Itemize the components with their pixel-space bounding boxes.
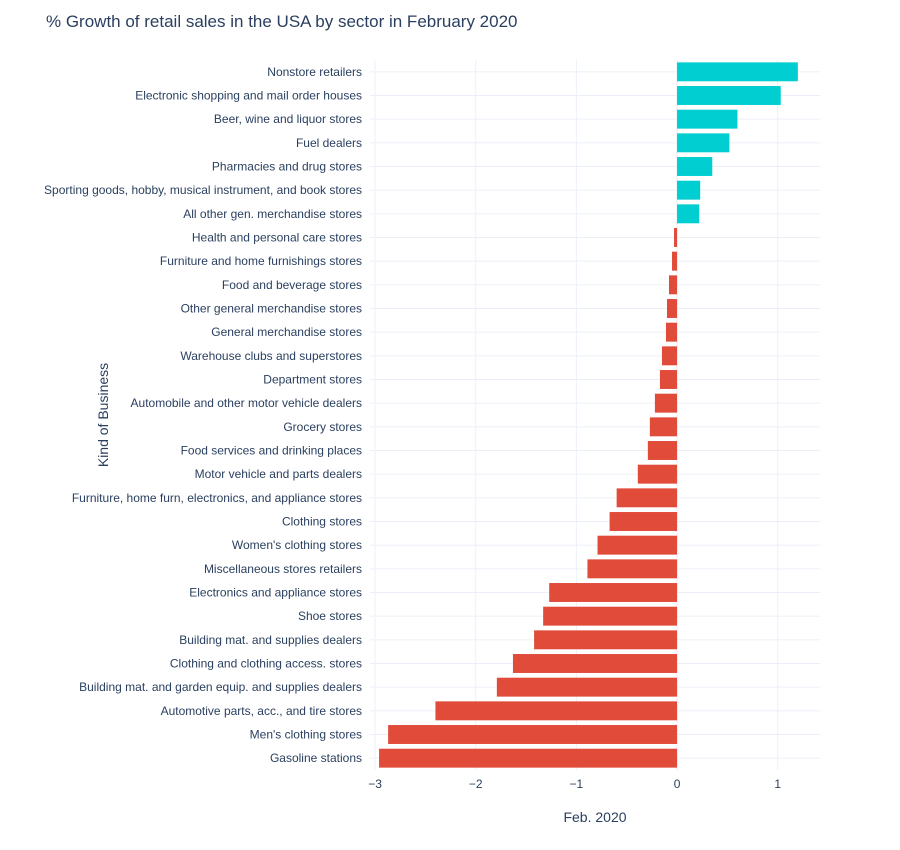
bar: [649, 417, 678, 437]
chart-title: % Growth of retail sales in the USA by s…: [46, 12, 518, 31]
bar: [672, 251, 678, 271]
y-tick-label: Warehouse clubs and superstores: [180, 349, 362, 363]
y-tick-label: Department stores: [263, 373, 362, 387]
y-tick-label: Automobile and other motor vehicle deale…: [131, 396, 362, 410]
bar: [654, 393, 678, 413]
x-tick-label: 1: [774, 777, 781, 791]
y-tick-label: Furniture and home furnishings stores: [160, 254, 362, 268]
bar: [534, 630, 678, 650]
y-tick-label: Motor vehicle and parts dealers: [195, 467, 362, 481]
y-tick-label: Clothing stores: [282, 515, 362, 529]
bar: [665, 322, 678, 342]
bar: [496, 677, 678, 697]
bar: [677, 133, 730, 153]
y-tick-label: Miscellaneous stores retailers: [204, 562, 362, 576]
bar: [677, 109, 738, 129]
bar: [666, 299, 678, 318]
y-tick-label: Sporting goods, hobby, musical instrumen…: [44, 183, 362, 197]
bar: [668, 275, 678, 295]
bar: [661, 346, 678, 366]
bar: [543, 606, 678, 626]
bar: [609, 512, 678, 531]
x-tick-label: −1: [570, 777, 584, 791]
bar: [677, 86, 781, 105]
y-tick-label: Men's clothing stores: [250, 728, 362, 742]
y-tick-label: Electronics and appliance stores: [189, 586, 362, 600]
bar: [587, 559, 678, 579]
bar: [647, 441, 678, 460]
bar: [379, 748, 678, 768]
y-tick-label: Shoe stores: [298, 609, 362, 623]
bar: [388, 725, 678, 744]
y-tick-label: All other gen. merchandise stores: [183, 207, 362, 221]
y-tick-label: Beer, wine and liquor stores: [214, 112, 362, 126]
y-tick-label: Automotive parts, acc., and tire stores: [161, 704, 362, 718]
y-tick-label: Gasoline stations: [270, 751, 362, 765]
y-tick-label: Building mat. and garden equip. and supp…: [79, 680, 362, 694]
bar: [616, 488, 678, 508]
bar: [637, 464, 678, 484]
bar: [659, 370, 678, 389]
y-tick-label: Building mat. and supplies dealers: [179, 633, 362, 647]
bar: [677, 180, 701, 200]
bar: [674, 228, 678, 247]
bar: [512, 654, 678, 673]
y-tick-label: Other general merchandise stores: [181, 302, 362, 316]
y-tick-label: Fuel dealers: [296, 136, 362, 150]
y-tick-label: Health and personal care stores: [192, 231, 362, 245]
y-tick-label: Furniture, home furn, electronics, and a…: [72, 491, 362, 505]
x-tick-label: 0: [674, 777, 681, 791]
y-tick-label: Women's clothing stores: [232, 538, 362, 552]
x-axis-title: Feb. 2020: [563, 809, 626, 825]
y-tick-label: Grocery stores: [283, 420, 362, 434]
bar: [677, 62, 798, 82]
y-tick-label: Electronic shopping and mail order house…: [135, 89, 362, 103]
y-tick-label: Food services and drinking places: [181, 444, 362, 458]
y-tick-label: General merchandise stores: [211, 325, 362, 339]
y-tick-label: Clothing and clothing access. stores: [170, 657, 362, 671]
bar: [677, 157, 713, 176]
y-tick-label: Nonstore retailers: [267, 65, 362, 79]
bar: [549, 583, 678, 602]
x-tick-label: −2: [469, 777, 483, 791]
bar: [677, 204, 700, 224]
y-tick-label: Food and beverage stores: [222, 278, 362, 292]
bar: [597, 535, 678, 555]
bar: [435, 701, 678, 721]
y-tick-label: Pharmacies and drug stores: [212, 160, 362, 174]
y-axis-title: Kind of Business: [95, 363, 111, 467]
x-tick-label: −3: [368, 777, 382, 791]
